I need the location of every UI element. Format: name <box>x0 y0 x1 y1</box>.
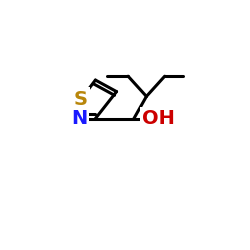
Text: S: S <box>74 90 88 109</box>
Text: OH: OH <box>142 109 175 128</box>
Text: N: N <box>71 109 87 128</box>
